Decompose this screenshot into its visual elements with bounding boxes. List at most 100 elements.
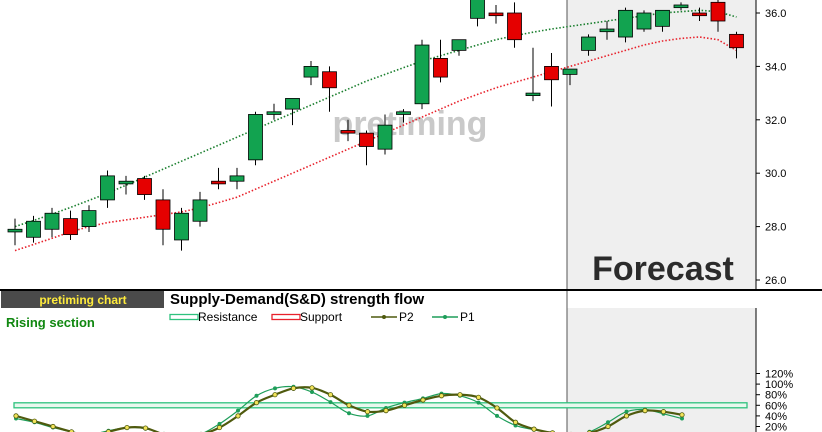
sd-series xyxy=(13,384,748,432)
p1-point xyxy=(309,390,314,395)
candle-body xyxy=(155,199,171,230)
legend-p2-marker xyxy=(382,315,386,319)
legend-resistance-swatch xyxy=(169,313,199,321)
p2-point xyxy=(438,393,445,399)
candle-body xyxy=(359,132,374,147)
p2-point xyxy=(272,392,278,398)
sd-panel: pretiming chart Supply-Demand(S&D) stren… xyxy=(1,291,793,432)
p1-point xyxy=(365,413,370,418)
forecast-region xyxy=(567,0,756,289)
p2-point xyxy=(494,405,500,411)
candle-body xyxy=(211,180,226,185)
sd-tick-label: 40% xyxy=(765,411,787,423)
sd-status: Rising section xyxy=(6,315,95,330)
watermark: pretiming xyxy=(333,105,488,143)
p2-point xyxy=(327,392,334,398)
resistance-band xyxy=(13,402,748,409)
sd-tick-label: 100% xyxy=(765,379,793,391)
price-tick-label: 26.0 xyxy=(765,275,786,287)
candle-body xyxy=(137,178,152,195)
candle-body xyxy=(285,98,300,110)
legend-p1-label: P1 xyxy=(460,310,475,324)
candle-body xyxy=(710,1,726,22)
candle-body xyxy=(729,33,744,49)
candle-body xyxy=(562,68,578,75)
price-tick-label: 32.0 xyxy=(765,115,786,127)
p2-point xyxy=(457,392,463,398)
candle-body xyxy=(229,175,245,182)
p2-point xyxy=(531,426,537,432)
p1-point xyxy=(254,393,259,398)
candle-body xyxy=(673,4,689,9)
p2-point xyxy=(475,394,482,400)
candlestick-series xyxy=(7,0,744,251)
p2-point xyxy=(605,423,611,430)
p2-point xyxy=(235,413,241,419)
p2-point xyxy=(290,385,297,391)
candle-body xyxy=(340,130,356,134)
candle-body xyxy=(118,180,134,185)
sd-title: Supply-Demand(S&D) strength flow xyxy=(170,291,424,308)
candle-body xyxy=(322,71,337,89)
candle-body xyxy=(396,111,411,115)
p1-point xyxy=(272,386,277,391)
price-axis: 26.0 28.0 30.0 32.0 34.0 36.0 xyxy=(756,8,786,287)
p2-point xyxy=(253,400,260,406)
p2-point xyxy=(660,409,667,415)
p1-point xyxy=(346,411,351,416)
p2-point xyxy=(216,424,223,431)
candle-body xyxy=(174,212,189,241)
sd-axis: 20%40%60%80%100%120% xyxy=(756,369,793,432)
p2-point xyxy=(124,424,130,431)
candle-body xyxy=(26,220,41,238)
p1-point xyxy=(494,413,499,418)
p2-point xyxy=(346,402,352,408)
legend-p1-marker xyxy=(443,315,447,319)
p2-point xyxy=(623,413,630,419)
candle-body xyxy=(655,9,670,27)
p2-point xyxy=(309,385,315,391)
price-tick-label: 34.0 xyxy=(765,61,786,73)
legend-support-label: Support xyxy=(300,310,343,324)
p1-point xyxy=(235,408,240,413)
candle-body xyxy=(488,12,504,17)
badge-label: pretiming chart xyxy=(39,293,126,307)
price-tick-label: 28.0 xyxy=(765,222,786,234)
p1-point xyxy=(624,409,629,414)
p2-point xyxy=(364,409,371,415)
price-tick-label: 36.0 xyxy=(765,8,786,20)
candle-body xyxy=(266,111,282,115)
candle-body xyxy=(470,0,485,19)
p2-point xyxy=(13,413,19,419)
candle-body xyxy=(63,218,78,236)
candle-body xyxy=(414,44,430,105)
price-panel: pretiming 26.0 28.0 30.0 32.0 34.0 36.0 Forec… xyxy=(7,0,786,432)
candle-body xyxy=(433,57,448,78)
candle-body xyxy=(525,92,541,96)
candle-body xyxy=(692,12,707,17)
candle-body xyxy=(81,210,97,228)
candle-body xyxy=(618,9,633,38)
p2-point xyxy=(401,402,408,408)
candle-body xyxy=(451,39,467,51)
p1-point xyxy=(606,420,611,425)
candle-body xyxy=(248,114,263,161)
candle-body xyxy=(544,66,559,81)
p2-point xyxy=(642,407,648,414)
p2-point xyxy=(142,425,149,431)
candle-body xyxy=(100,175,115,201)
sd-tick-label: 120% xyxy=(765,369,793,381)
candle-body xyxy=(599,28,615,33)
candle-body xyxy=(636,12,652,30)
candle-body xyxy=(377,124,393,150)
legend-resistance-label: Resistance xyxy=(198,310,258,324)
sd-tick-label: 60% xyxy=(765,400,787,412)
candle-body xyxy=(303,66,319,78)
p2-point xyxy=(383,407,389,414)
candle-body xyxy=(7,228,23,233)
sd-tick-label: 80% xyxy=(765,390,787,402)
p2-point xyxy=(420,397,426,403)
legend-support-swatch xyxy=(271,313,301,321)
candle-body xyxy=(44,212,60,230)
